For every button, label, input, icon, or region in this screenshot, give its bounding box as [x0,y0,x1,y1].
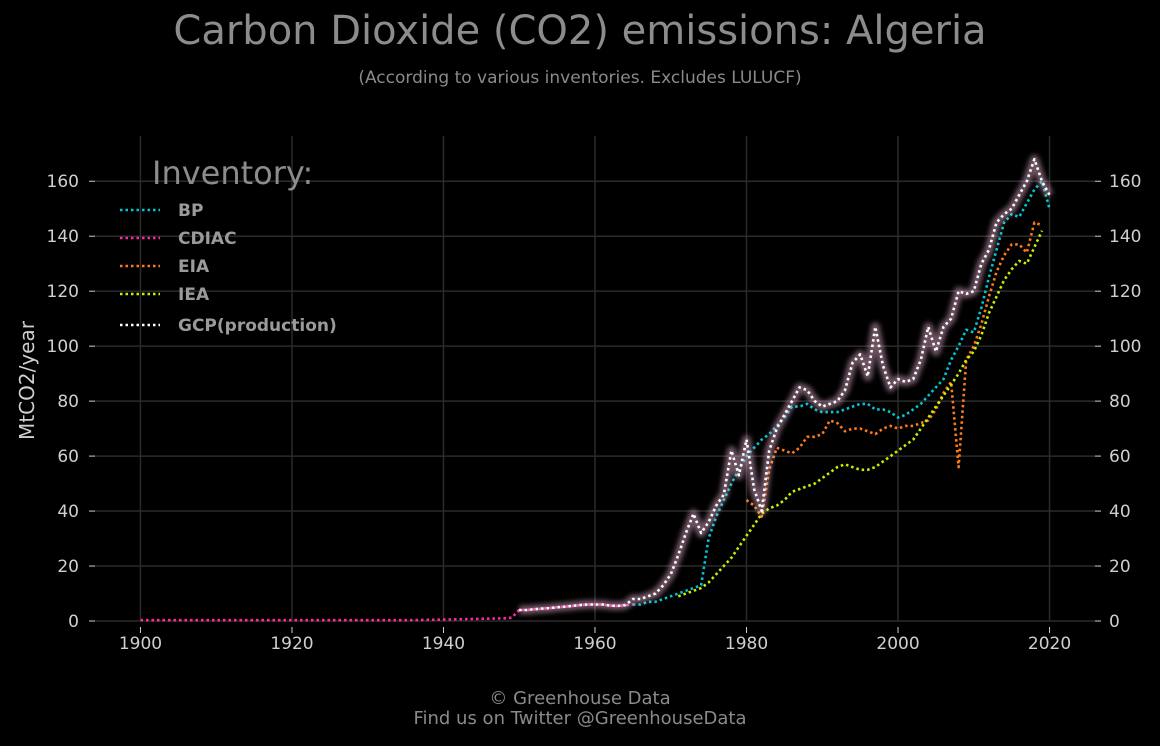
y-tick-label-left: 160 [47,172,79,192]
y-tick-label-left: 20 [57,557,79,577]
y-axis-label: MtCO2/year [15,320,39,440]
series-line-glow-gcp-production [519,154,1054,615]
footer-copyright: © Greenhouse Data [489,688,671,709]
legend: Inventory: BP CDIAC EIA IEA GCP(production) [120,154,337,336]
footer-twitter: Find us on Twitter @GreenhouseData [413,708,747,729]
y-tick-label-left: 40 [57,502,79,522]
y-tick-label-right: 0 [1109,612,1120,632]
y-tick-label-right: 120 [1109,282,1141,302]
y-tick-label-right: 60 [1109,447,1131,467]
legend-label-gcp-production: GCP(production) [178,316,337,336]
x-tick-label: 1900 [119,634,162,654]
y-tick-label-left: 140 [47,227,79,247]
y-tick-label-left: 80 [57,392,79,412]
series-line-eia [745,221,1043,518]
legend-title: Inventory: [152,154,313,192]
y-tick-label-right: 160 [1109,172,1141,192]
legend-label-iea: IEA [178,285,210,305]
y-tick-label-left: 100 [47,337,79,357]
series-line-gcp-production [519,157,1051,612]
y-tick-label-right: 140 [1109,227,1141,247]
y-tick-label-right: 100 [1109,337,1141,357]
x-tick-label: 1940 [422,634,465,654]
x-tick-label: 2000 [876,634,919,654]
legend-label-bp: BP [178,201,203,221]
chart-subtitle: (According to various inventories. Exclu… [358,68,802,88]
x-tick-label: 1980 [725,634,768,654]
x-tick-label: 2020 [1028,634,1071,654]
y-tick-label-left: 0 [68,612,79,632]
series-line-bp [632,179,1051,606]
y-tick-label-right: 20 [1109,557,1131,577]
x-tick-label: 1920 [270,634,313,654]
y-tick-label-left: 120 [47,282,79,302]
y-tick-label-right: 40 [1109,502,1131,522]
y-tick-label-left: 60 [57,447,79,467]
legend-label-cdiac: CDIAC [178,229,237,249]
y-tick-label-right: 80 [1109,392,1131,412]
chart-title: Carbon Dioxide (CO2) emissions: Algeria [173,8,987,54]
x-tick-label: 1960 [573,634,616,654]
legend-label-eia: EIA [178,257,210,277]
